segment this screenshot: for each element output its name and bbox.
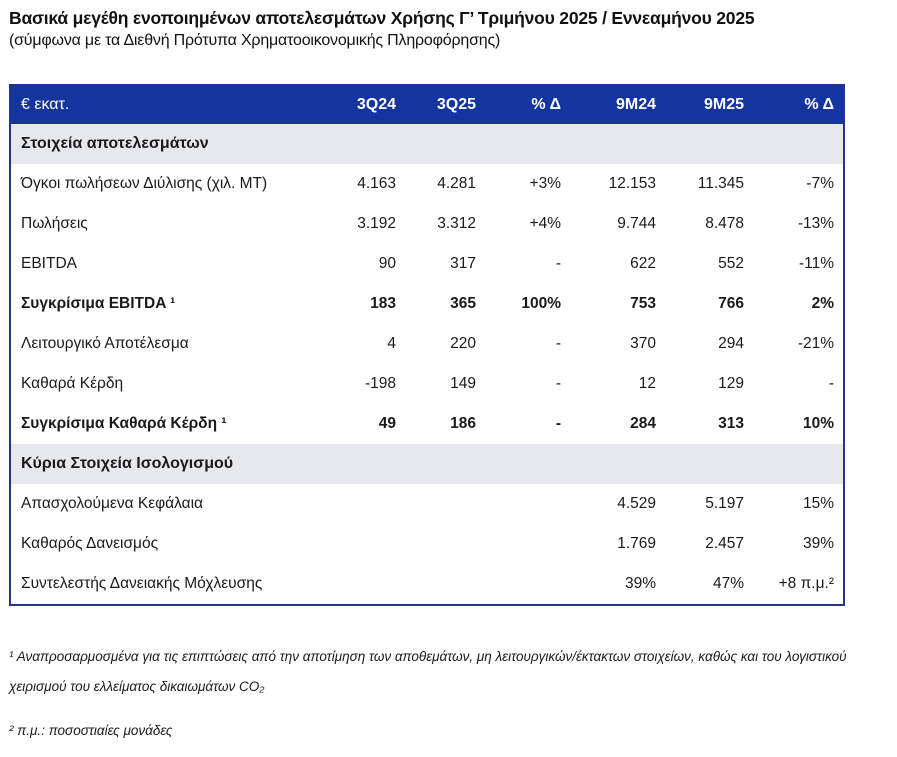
column-header-delta-q: % Δ: [531, 96, 561, 113]
table-row-adjusted-net-income: Συγκρίσιμα Καθαρά Κέρδη ¹ 49 186 - 284 3…: [11, 404, 843, 444]
row-label: EBITDA: [21, 255, 77, 272]
cell-3q24: 4: [387, 335, 396, 352]
table-row-ebitda: EBITDA 90 317 - 622 552 -11%: [11, 244, 843, 284]
column-header-9m24: 9M24: [615, 96, 656, 113]
section-title: Στοιχεία αποτελεσμάτων: [21, 135, 209, 152]
cell-9m24: 622: [630, 255, 656, 272]
row-label: Όγκοι πωλήσεων Διύλισης (χιλ. ΜΤ): [21, 175, 268, 192]
financial-results-table: € εκατ. 3Q24 3Q25 % Δ 9M24 9M25 % Δ Στοι…: [9, 84, 845, 606]
section-header-results: Στοιχεία αποτελεσμάτων: [11, 124, 843, 164]
cell-delta-q: -: [555, 375, 561, 392]
cell-delta-9m: -7%: [806, 175, 834, 192]
cell-delta-q: -: [555, 335, 561, 352]
cell-delta-q: -: [555, 415, 561, 432]
row-label: Συγκρίσιμα Καθαρά Κέρδη ¹: [21, 415, 227, 432]
cell-9m24: 370: [630, 335, 656, 352]
row-label: Λειτουργικό Αποτέλεσμα: [21, 335, 189, 352]
cell-9m24: 4.529: [617, 495, 656, 512]
cell-3q24: 183: [370, 295, 396, 312]
cell-3q25: 365: [450, 295, 476, 312]
cell-3q25: 220: [450, 335, 476, 352]
row-label: Συντελεστής Δανειακής Μόχλευσης: [21, 575, 263, 592]
cell-delta-9m: -11%: [798, 255, 834, 272]
cell-9m25: 294: [718, 335, 744, 352]
cell-9m25: 5.197: [705, 495, 744, 512]
cell-3q25: 4.281: [437, 175, 476, 192]
page-subtitle: (σύμφωνα με τα Διεθνή Πρότυπα Χρηματοοικ…: [9, 32, 501, 49]
cell-9m24: 12.153: [608, 175, 656, 192]
cell-delta-q: +3%: [529, 175, 561, 192]
cell-9m25: 2.457: [705, 535, 744, 552]
row-label: Καθαρός Δανεισμός: [21, 535, 159, 552]
cell-3q24: 3.192: [357, 215, 396, 232]
table-row-net-income: Καθαρά Κέρδη -198 149 - 12 129 -: [11, 364, 843, 404]
cell-delta-9m: -21%: [797, 335, 834, 352]
table-header-row: € εκατ. 3Q24 3Q25 % Δ 9M24 9M25 % Δ: [11, 86, 843, 124]
cell-3q24: 49: [378, 415, 396, 432]
cell-delta-9m: +8 π.μ.²: [778, 575, 834, 592]
cell-3q25: 3.312: [437, 215, 476, 232]
cell-9m24: 39%: [624, 575, 656, 592]
column-header-3q25: 3Q25: [436, 96, 476, 113]
page-title: Βασικά μεγέθη ενοποιημένων αποτελεσμάτων…: [9, 8, 755, 28]
cell-delta-9m: 39%: [802, 535, 834, 552]
cell-3q25: 317: [450, 255, 476, 272]
footnote-1: ¹ Αναπροσαρμοσμένα για τις επιπτώσεις απ…: [9, 649, 847, 694]
column-header-unit: € εκατ.: [21, 96, 70, 113]
cell-9m25: 766: [718, 295, 744, 312]
table-row-net-debt: Καθαρός Δανεισμός 1.769 2.457 39%: [11, 524, 843, 564]
table-row-capital-employed: Απασχολούμενα Κεφάλαια 4.529 5.197 15%: [11, 484, 843, 524]
cell-3q25: 186: [450, 415, 476, 432]
cell-delta-q: +4%: [529, 215, 561, 232]
row-label: Πωλήσεις: [21, 215, 88, 232]
row-label: Καθαρά Κέρδη: [21, 375, 124, 392]
column-header-9m25: 9M25: [703, 96, 744, 113]
cell-3q25: 149: [450, 375, 476, 392]
cell-3q24: 90: [378, 255, 396, 272]
cell-delta-9m: 2%: [811, 295, 834, 312]
cell-delta-9m: -: [828, 375, 834, 392]
cell-9m25: 8.478: [705, 215, 744, 232]
cell-9m24: 9.744: [617, 215, 656, 232]
cell-9m25: 313: [718, 415, 744, 432]
cell-9m24: 1.769: [617, 535, 656, 552]
cell-9m25: 47%: [712, 575, 744, 592]
table-row-adjusted-ebitda: Συγκρίσιμα EBITDA ¹ 183 365 100% 753 766…: [11, 284, 843, 324]
cell-9m25: 552: [718, 255, 744, 272]
table-row-sales: Πωλήσεις 3.192 3.312 +4% 9.744 8.478 -13…: [11, 204, 843, 244]
footnotes: ¹ Αναπροσαρμοσμένα για τις επιπτώσεις απ…: [9, 642, 885, 746]
cell-9m24: 12: [638, 375, 656, 392]
cell-9m24: 284: [630, 415, 656, 432]
cell-delta-9m: -13%: [797, 215, 834, 232]
cell-delta-9m: 15%: [802, 495, 834, 512]
cell-delta-q: 100%: [521, 295, 561, 312]
footnote-2: ² π.μ.: ποσοστιαίες μονάδες: [9, 723, 173, 738]
section-header-balance-sheet: Κύρια Στοιχεία Ισολογισμού: [11, 444, 843, 484]
cell-9m24: 753: [630, 295, 656, 312]
cell-9m25: 11.345: [697, 175, 744, 192]
cell-delta-q: -: [555, 255, 561, 272]
cell-3q24: 4.163: [357, 175, 396, 192]
row-label: Απασχολούμενα Κεφάλαια: [21, 495, 203, 512]
column-header-3q24: 3Q24: [356, 96, 396, 113]
row-label: Συγκρίσιμα EBITDA ¹: [21, 295, 176, 312]
table-row-gearing-ratio: Συντελεστής Δανειακής Μόχλευσης 39% 47% …: [11, 564, 843, 604]
cell-delta-9m: 10%: [802, 415, 834, 432]
table-row-refining-sales-volumes: Όγκοι πωλήσεων Διύλισης (χιλ. ΜΤ) 4.163 …: [11, 164, 843, 204]
cell-9m25: 129: [718, 375, 744, 392]
cell-3q24: -198: [364, 375, 396, 392]
column-header-delta-9m: % Δ: [804, 96, 834, 113]
table-row-operating-result: Λειτουργικό Αποτέλεσμα 4 220 - 370 294 -…: [11, 324, 843, 364]
section-title: Κύρια Στοιχεία Ισολογισμού: [21, 455, 234, 472]
